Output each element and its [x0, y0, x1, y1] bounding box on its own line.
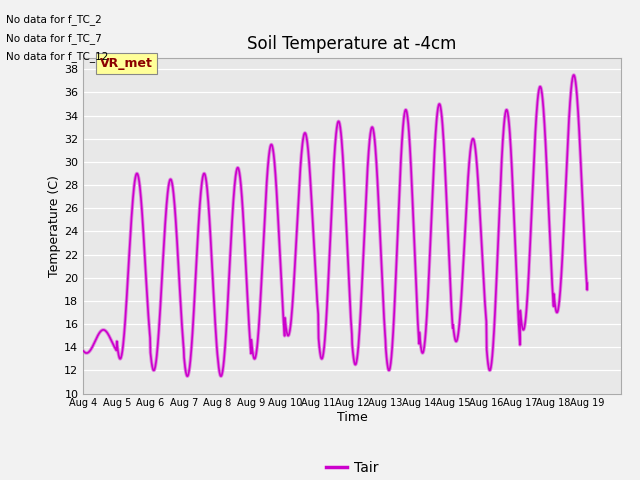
Text: VR_met: VR_met [100, 57, 153, 70]
Y-axis label: Temperature (C): Temperature (C) [48, 175, 61, 276]
Title: Soil Temperature at -4cm: Soil Temperature at -4cm [247, 35, 457, 53]
Text: No data for f_TC_2: No data for f_TC_2 [6, 14, 102, 25]
Text: No data for f_TC_7: No data for f_TC_7 [6, 33, 102, 44]
Legend: Tair: Tair [320, 456, 384, 480]
X-axis label: Time: Time [337, 411, 367, 424]
Text: No data for f_TC_12: No data for f_TC_12 [6, 51, 109, 62]
